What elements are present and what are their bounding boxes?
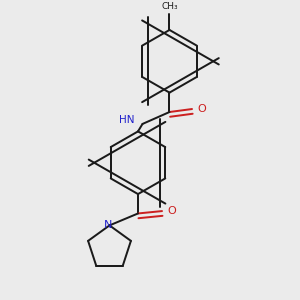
- Text: N: N: [104, 220, 112, 230]
- Text: O: O: [197, 104, 206, 114]
- Text: O: O: [167, 206, 176, 216]
- Text: HN: HN: [119, 116, 135, 125]
- Text: CH₃: CH₃: [161, 2, 178, 11]
